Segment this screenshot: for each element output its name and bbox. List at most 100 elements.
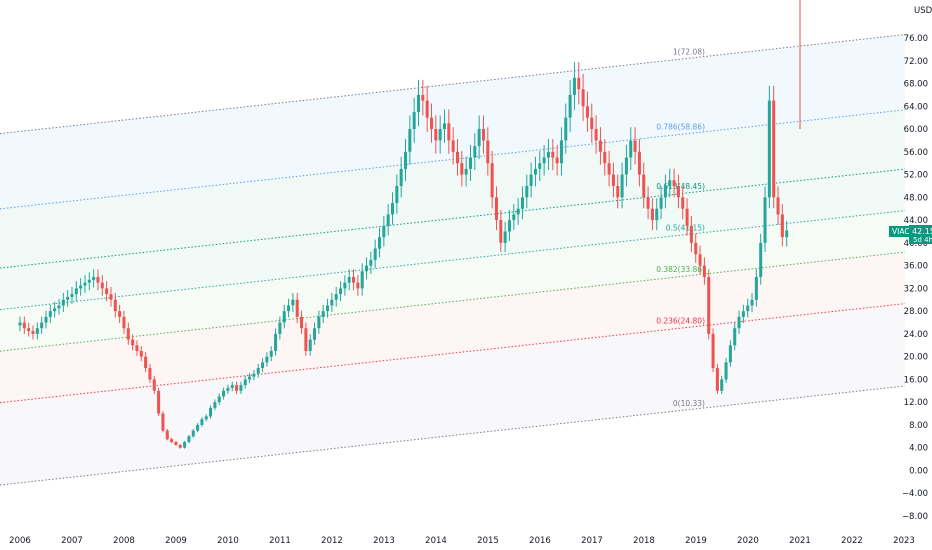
candle-body <box>520 197 524 209</box>
y-tick-label: −8.00 <box>902 512 928 522</box>
candle-body <box>317 316 321 329</box>
candle-body <box>269 350 273 357</box>
candle-body <box>737 316 741 329</box>
candle-body <box>378 237 382 249</box>
candle-body <box>209 407 213 417</box>
candle-body <box>92 277 96 280</box>
candle-body <box>416 94 421 112</box>
fib-label: 0(10.33) <box>673 399 705 408</box>
ticker-symbol: VIAC <box>892 227 910 236</box>
candle-body <box>629 140 633 158</box>
candle-body <box>655 208 659 221</box>
candle-body <box>564 117 568 141</box>
candle-body <box>624 157 628 175</box>
candle-body <box>429 117 434 130</box>
price-axis[interactable]: 76.00 72.00 68.00 64.00 60.00 56.00 52.00 48.00… <box>902 34 928 522</box>
candle-body <box>490 163 494 198</box>
candle-body <box>750 299 754 306</box>
candle-body <box>274 333 278 351</box>
y-tick-label: −4.00 <box>902 489 928 499</box>
bar-countdown: 5d 4h <box>913 236 932 244</box>
candle-body <box>308 339 312 351</box>
x-tick-label: 2006 <box>9 536 31 546</box>
candle-body <box>22 322 26 329</box>
y-tick-label: 24.00 <box>904 330 928 340</box>
candle-body <box>165 430 169 440</box>
candle-body <box>131 339 135 346</box>
candle-body <box>48 311 52 317</box>
x-tick-label: 2015 <box>477 536 499 546</box>
candle-body <box>291 299 295 306</box>
candle-body <box>720 379 724 391</box>
candle-body <box>585 106 589 118</box>
candle-body <box>546 151 550 158</box>
time-axis[interactable]: 2006 2007 2008 2009 2010 2011 2012 2013 2014 2015… <box>9 536 915 546</box>
currency-label: USD <box>914 6 932 16</box>
y-tick-label: 60.00 <box>904 125 928 135</box>
candle-body <box>330 299 334 306</box>
fib-band <box>0 303 905 486</box>
candle-body <box>204 416 208 420</box>
candle-body <box>577 77 581 90</box>
candle-body <box>113 299 117 312</box>
candle-body <box>598 140 602 152</box>
candle-body <box>715 368 719 391</box>
candle-body <box>464 168 468 175</box>
x-tick-label: 2014 <box>425 536 447 546</box>
candle-body <box>100 282 104 289</box>
candle-body <box>347 277 351 283</box>
candle-body <box>18 322 22 326</box>
candle-body <box>126 328 130 340</box>
candle-body <box>152 379 156 391</box>
x-tick-label: 2013 <box>373 536 395 546</box>
candle-body <box>780 214 784 238</box>
candle-body <box>261 362 265 369</box>
candle-body <box>412 111 416 130</box>
fib-band <box>0 210 905 352</box>
candle-body <box>559 140 563 164</box>
candle-body <box>105 288 109 295</box>
candle-body <box>356 282 360 289</box>
candle-body <box>507 220 511 232</box>
candle-body <box>611 174 615 186</box>
x-tick-label: 2008 <box>113 536 135 546</box>
candle-body <box>529 174 533 186</box>
candle-body <box>481 129 485 141</box>
fib-line <box>0 385 906 486</box>
y-tick-label: 76.00 <box>904 34 928 44</box>
candle-body <box>326 305 330 312</box>
candle-body <box>226 387 230 391</box>
x-tick-label: 2012 <box>321 536 343 546</box>
fib-label: 0.5(41.15) <box>666 223 705 232</box>
candle-body <box>196 424 200 431</box>
price-tag-box <box>909 225 932 244</box>
candle-body <box>503 231 507 243</box>
candle-body <box>243 379 247 386</box>
x-tick-label: 2023 <box>893 536 915 546</box>
candle-body <box>724 362 728 380</box>
y-tick-label: 28.00 <box>904 307 928 317</box>
fib-label: 0.786(58.86) <box>656 123 705 132</box>
candle-body <box>746 305 750 312</box>
candle-body <box>590 117 594 130</box>
candle-body <box>681 197 685 209</box>
candle-body <box>83 282 87 286</box>
candle-body <box>689 225 693 243</box>
candle-body <box>572 77 576 95</box>
y-tick-label: 16.00 <box>904 375 928 385</box>
candle-body <box>109 294 113 300</box>
candle-body <box>365 265 369 272</box>
candle-body <box>178 444 182 448</box>
candle-body <box>395 185 399 204</box>
candle-body <box>460 163 464 175</box>
candle-body <box>403 151 408 169</box>
fib-line <box>0 210 906 311</box>
candle-body <box>754 277 758 300</box>
price-tag: VIAC 42.15 5d 4h <box>889 225 932 244</box>
y-tick-label: 12.00 <box>904 398 928 408</box>
candle-body <box>66 296 70 300</box>
candle-body <box>191 430 195 437</box>
candle-body <box>694 242 698 255</box>
candle-body <box>157 390 161 414</box>
